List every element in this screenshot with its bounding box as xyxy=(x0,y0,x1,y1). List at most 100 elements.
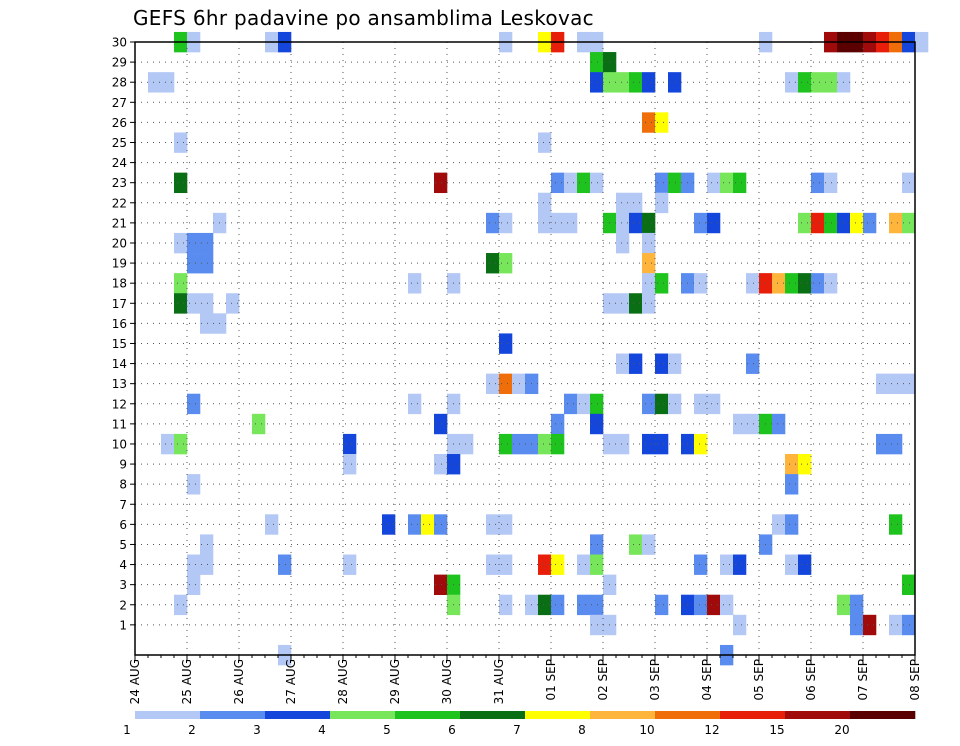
y-tick-label: 11 xyxy=(112,417,127,431)
precip-cell xyxy=(746,353,760,374)
precip-cell xyxy=(551,413,565,435)
precip-cell xyxy=(200,253,214,274)
y-tick-label: 3 xyxy=(119,578,127,592)
y-tick-label: 28 xyxy=(112,76,127,90)
precip-cell xyxy=(798,212,812,234)
precip-cell xyxy=(720,554,734,575)
precip-cell xyxy=(343,433,357,455)
precip-cell xyxy=(434,574,448,596)
precip-cell xyxy=(642,273,656,294)
x-tick-label: 25 AUG xyxy=(180,659,194,704)
precip-cell xyxy=(915,31,929,53)
x-tick-label: 29 AUG xyxy=(388,659,402,704)
precip-cell xyxy=(642,112,656,133)
precip-cell xyxy=(486,373,500,395)
legend-swatch xyxy=(200,711,266,719)
y-tick-label: 8 xyxy=(119,478,127,492)
legend-label: 8 xyxy=(578,723,586,737)
legend-swatch xyxy=(850,711,916,719)
precip-cell xyxy=(889,373,903,395)
precip-cell xyxy=(902,574,916,596)
precip-cell xyxy=(226,293,240,314)
y-tick-label: 9 xyxy=(119,458,127,472)
precip-cell xyxy=(200,232,214,254)
precip-cell xyxy=(642,393,656,415)
precip-cell xyxy=(889,212,903,234)
precip-cell xyxy=(486,253,500,274)
precip-cell xyxy=(538,594,552,616)
y-tick-label: 26 xyxy=(112,116,127,130)
precip-cell xyxy=(499,433,513,455)
legend-label: 5 xyxy=(383,723,391,737)
precip-cell xyxy=(616,212,630,234)
precip-cell xyxy=(486,554,500,575)
precip-cell xyxy=(590,72,604,93)
precip-cell xyxy=(798,454,812,475)
precip-cell xyxy=(200,554,214,575)
y-tick-label: 25 xyxy=(112,136,127,150)
precip-cell xyxy=(863,614,877,636)
precip-cell xyxy=(590,594,604,616)
precip-cell xyxy=(733,172,747,194)
y-tick-label: 10 xyxy=(112,437,127,451)
precip-cell xyxy=(590,393,604,415)
x-tick-label: 27 AUG xyxy=(284,659,298,704)
precip-cell xyxy=(200,293,214,314)
legend-label: 12 xyxy=(704,723,719,737)
precip-cell xyxy=(642,232,656,254)
precip-cell xyxy=(486,514,500,535)
precip-cell xyxy=(629,353,643,374)
precip-cell xyxy=(642,72,656,93)
precip-cell xyxy=(629,534,643,555)
legend-swatch xyxy=(655,711,721,719)
precip-cell xyxy=(187,393,201,415)
precip-cell xyxy=(616,72,630,93)
precip-cell xyxy=(174,433,188,455)
precip-cell xyxy=(551,433,565,455)
precip-cell xyxy=(551,172,565,194)
precip-cell xyxy=(499,212,513,234)
precip-cell xyxy=(512,433,526,455)
precip-cell xyxy=(889,433,903,455)
precip-cell xyxy=(863,212,877,234)
precip-cell xyxy=(785,514,799,535)
precip-cell xyxy=(577,594,591,616)
y-tick-label: 21 xyxy=(112,216,127,230)
precip-cell xyxy=(655,353,669,374)
x-tick-label: 01 SEP xyxy=(544,659,558,701)
precip-cell xyxy=(707,212,721,234)
precip-cell xyxy=(876,373,890,395)
precip-cell xyxy=(538,132,552,153)
precip-cell xyxy=(824,172,838,194)
precip-cell xyxy=(174,232,188,254)
y-tick-label: 12 xyxy=(112,397,127,411)
x-tick-label: 24 AUG xyxy=(128,659,142,704)
precip-cell xyxy=(590,554,604,575)
precip-cell xyxy=(785,273,799,294)
y-tick-label: 23 xyxy=(112,176,127,190)
precip-cell xyxy=(811,212,825,234)
chart-title: GEFS 6hr padavine po ansamblima Leskovac xyxy=(133,6,594,30)
precip-cell xyxy=(694,594,708,616)
precip-cell xyxy=(434,454,448,475)
precip-cell xyxy=(434,514,448,535)
y-tick-label: 24 xyxy=(112,156,127,170)
precip-cell xyxy=(902,212,916,234)
precip-cell xyxy=(499,333,513,354)
y-tick-label: 20 xyxy=(112,236,127,250)
precip-cell xyxy=(616,293,630,314)
precip-cell xyxy=(577,554,591,575)
legend-swatch xyxy=(720,711,786,719)
precip-cell xyxy=(577,172,591,194)
precip-cell xyxy=(187,253,201,274)
precip-cell xyxy=(733,413,747,435)
precip-cell xyxy=(707,393,721,415)
y-tick-label: 4 xyxy=(119,558,127,572)
precip-cell xyxy=(694,212,708,234)
precip-cell xyxy=(668,393,682,415)
precip-cell xyxy=(694,393,708,415)
x-tick-label: 08 SEP xyxy=(908,659,922,701)
precip-cell xyxy=(733,614,747,636)
x-tick-label: 02 SEP xyxy=(596,659,610,701)
